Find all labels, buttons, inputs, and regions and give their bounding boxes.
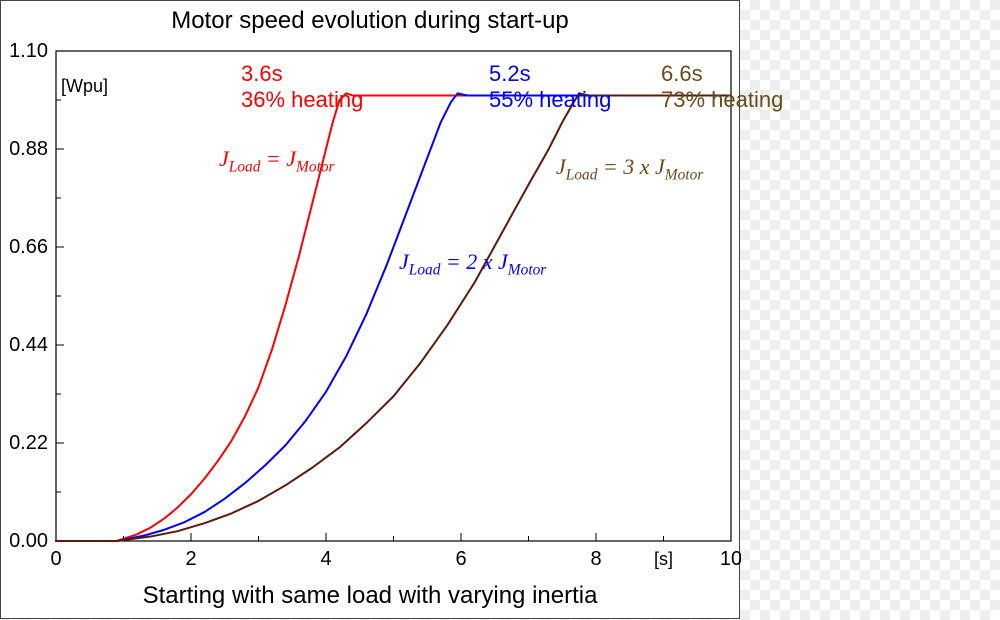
y-axis-unit: [Wpu] [61,76,108,97]
annotation-blue-heating: 55% heating [489,87,611,112]
formula-blue: JLoad = 2 x JMotor [399,249,546,279]
svg-text:8: 8 [590,548,601,570]
svg-text:0.22: 0.22 [9,432,48,454]
svg-text:0: 0 [50,548,61,570]
svg-text:10: 10 [720,548,741,570]
formula-brown: JLoad = 3 x JMotor [556,154,703,184]
svg-text:0.88: 0.88 [9,138,48,160]
annotation-brown-time: 6.6s [661,61,703,86]
svg-text:[s]: [s] [654,549,673,569]
annotation-brown-heating: 73% heating [661,87,783,112]
svg-text:6: 6 [455,548,466,570]
annotation-brown: 6.6s 73% heating [661,61,783,113]
annotation-blue: 5.2s 55% heating [489,61,611,113]
chart-title: Motor speed evolution during start-up [1,7,739,35]
svg-text:0.00: 0.00 [9,530,48,552]
annotation-red: 3.6s 36% heating [241,61,363,113]
svg-text:0.44: 0.44 [9,334,48,356]
formula-red: JLoad = JMotor [219,146,335,176]
annotation-red-time: 3.6s [241,61,283,86]
chart-subtitle: Starting with same load with varying ine… [1,582,739,610]
annotation-blue-time: 5.2s [489,61,531,86]
svg-text:4: 4 [320,548,331,570]
annotation-red-heating: 36% heating [241,87,363,112]
svg-text:1.10: 1.10 [9,40,48,62]
svg-text:0.66: 0.66 [9,236,48,258]
motor-startup-chart: Motor speed evolution during start-up 0 2… [0,0,740,619]
svg-text:2: 2 [185,548,196,570]
plot-area: 0 2 4 6 8 10 [s] 0.00 0.22 0.44 0.66 0.88 1.10 [1,1,741,620]
